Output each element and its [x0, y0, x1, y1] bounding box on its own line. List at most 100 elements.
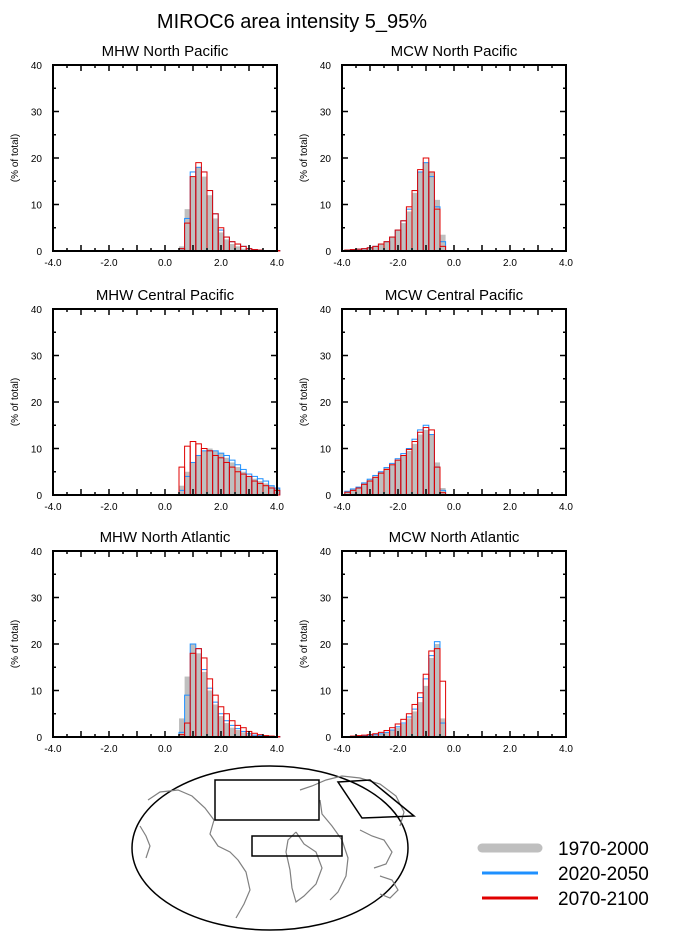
bar-1970-2000 — [378, 733, 384, 737]
bar-1970-2000 — [384, 732, 390, 737]
x-tick-label: 0.0 — [447, 258, 461, 269]
x-tick-label: 0.0 — [158, 502, 172, 513]
y-tick-label: 10 — [320, 687, 332, 698]
bar-1970-2000 — [412, 443, 418, 495]
x-tick-label: -4.0 — [44, 502, 62, 513]
bar-1970-2000 — [412, 192, 418, 252]
y-tick-label: 30 — [31, 594, 43, 605]
y-tick-label: 30 — [320, 352, 332, 363]
plot-frame — [341, 308, 567, 496]
x-tick-label: 4.0 — [559, 502, 573, 513]
plot-frame — [52, 550, 278, 738]
y-tick-label: 40 — [320, 61, 332, 72]
y-axis-label: (% of total) — [299, 378, 310, 426]
plot-frame — [341, 550, 567, 738]
x-tick-label: 4.0 — [270, 502, 284, 513]
x-tick-label: -2.0 — [389, 744, 407, 755]
y-tick-label: 10 — [31, 687, 43, 698]
figure-title: MIROC6 area intensity 5_95% — [157, 11, 427, 33]
y-axis-label: (% of total) — [299, 134, 310, 182]
bar-1970-2000 — [417, 702, 424, 738]
legend-label: 1970-2000 — [558, 839, 649, 860]
x-tick-label: 2.0 — [503, 502, 517, 513]
bar-1970-2000 — [229, 727, 235, 737]
x-tick-label: 2.0 — [214, 744, 228, 755]
panel-title: MCW North Pacific — [391, 43, 518, 60]
bar-1970-2000 — [201, 176, 207, 251]
region-box-north-pacific — [214, 779, 320, 821]
bar-1970-2000 — [400, 455, 407, 495]
bar-1970-2000 — [184, 676, 191, 737]
bar-1970-2000 — [344, 491, 351, 495]
y-tick-label: 20 — [320, 154, 332, 165]
y-tick-label: 30 — [320, 594, 332, 605]
bar-1970-2000 — [240, 248, 247, 251]
legend-item-2070-2100: 2070-2100 — [482, 889, 649, 910]
bar-1970-2000 — [384, 241, 390, 251]
bar-1970-2000 — [190, 644, 196, 737]
panel-title: MCW North Atlantic — [389, 529, 520, 546]
plot-frame — [52, 64, 278, 252]
bar-1970-2000 — [235, 730, 241, 737]
y-tick-label: 20 — [320, 398, 332, 409]
series-1970-2000 — [344, 162, 446, 252]
y-tick-label: 10 — [320, 445, 332, 456]
bar-1970-2000 — [207, 690, 213, 737]
bar-1970-2000 — [406, 718, 412, 737]
bar-1970-2000 — [372, 246, 379, 251]
bar-1970-2000 — [378, 471, 384, 495]
bar-1970-2000 — [417, 171, 424, 251]
panel-mcw-north-atlantic: MCW North Atlantic (% of total) -4.0 -2.0 0.… — [299, 529, 573, 755]
bar-1970-2000 — [423, 685, 429, 737]
bar-1970-2000 — [246, 476, 252, 495]
bar-1970-2000 — [223, 239, 230, 252]
bar-1970-2000 — [184, 209, 191, 251]
bar-1970-2000 — [417, 434, 424, 495]
y-tick-label: 20 — [320, 640, 332, 651]
bar-1970-2000 — [257, 481, 263, 495]
bar-1970-2000 — [190, 176, 196, 251]
bar-1970-2000 — [372, 476, 379, 495]
legend-label: 2020-2050 — [558, 864, 649, 885]
panel-mhw-north-pacific: MHW North Pacific (% of total) -4.0 -2.0 0.0… — [10, 43, 284, 269]
x-tick-label: 0.0 — [447, 502, 461, 513]
bar-1970-2000 — [423, 429, 429, 495]
y-axis-label: (% of total) — [10, 620, 21, 668]
y-tick-label: 40 — [31, 547, 43, 558]
y-tick-label: 0 — [325, 733, 331, 744]
x-tick-label: 2.0 — [503, 258, 517, 269]
bar-1970-2000 — [223, 457, 230, 495]
bar-1970-2000 — [207, 448, 213, 495]
y-axis-label: (% of total) — [10, 134, 21, 182]
bar-1970-2000 — [440, 718, 446, 737]
bar-1970-2000 — [440, 234, 446, 251]
panels: MHW North Pacific (% of total) -4.0 -2.0 0.0… — [10, 43, 573, 755]
plot-frame — [341, 64, 567, 252]
region-box-central-pacific — [251, 835, 343, 857]
bar-1970-2000 — [428, 657, 435, 737]
bar-1970-2000 — [201, 671, 207, 737]
x-tick-label: -4.0 — [333, 744, 351, 755]
series-1970-2000 — [179, 644, 280, 737]
bar-1970-2000 — [184, 471, 191, 495]
bar-1970-2000 — [389, 464, 396, 495]
y-tick-label: 10 — [31, 445, 43, 456]
bar-1970-2000 — [235, 467, 241, 495]
bar-1970-2000 — [406, 211, 412, 251]
x-tick-label: -2.0 — [100, 502, 118, 513]
series-1970-2000 — [344, 644, 446, 738]
bar-1970-2000 — [218, 453, 224, 495]
legend-item-1970-2000: 1970-2000 — [477, 839, 649, 860]
world-map — [131, 765, 417, 931]
bar-1970-2000 — [207, 195, 213, 251]
y-tick-label: 0 — [325, 247, 331, 258]
x-tick-label: 2.0 — [214, 258, 228, 269]
bar-1970-2000 — [423, 162, 429, 251]
y-tick-label: 20 — [31, 398, 43, 409]
panel-title: MHW North Pacific — [102, 43, 229, 60]
bar-1970-2000 — [361, 248, 368, 251]
x-tick-label: 4.0 — [559, 258, 573, 269]
bar-1970-2000 — [212, 218, 219, 251]
bar-1970-2000 — [195, 455, 202, 495]
bar-1970-2000 — [201, 450, 207, 495]
